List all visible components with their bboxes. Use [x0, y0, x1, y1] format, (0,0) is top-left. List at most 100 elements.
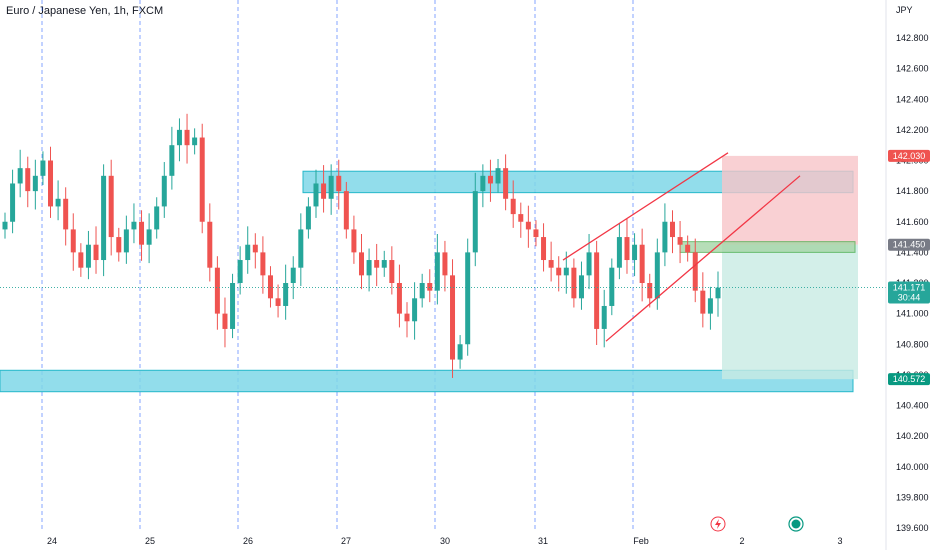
candle-body [503, 168, 509, 199]
candle-body [389, 260, 395, 283]
candle-body [275, 298, 281, 306]
channel-upper-line[interactable] [562, 152, 729, 261]
candle-body [700, 290, 706, 314]
candle-body [230, 283, 236, 329]
candle-body [548, 260, 554, 268]
candle-body [624, 237, 630, 261]
stop-loss-zone[interactable] [722, 155, 858, 245]
candle-body [161, 175, 167, 207]
candle-body [260, 252, 266, 276]
candle-body [192, 137, 198, 146]
y-tick-label: 142.400 [896, 94, 929, 104]
candle-body [328, 175, 334, 199]
candle-body [404, 313, 410, 322]
candle-body [222, 313, 228, 329]
candle-body [245, 244, 251, 261]
y-tick-label: 142.600 [896, 64, 929, 74]
y-tick-label: 139.600 [896, 523, 929, 533]
candle-body [525, 221, 531, 230]
candle-body [472, 191, 478, 253]
target-price-tag: 140.572 [893, 374, 926, 384]
candle-body [480, 175, 486, 192]
candle-body [601, 305, 607, 329]
candle-body [313, 183, 319, 207]
entry-zone[interactable] [679, 241, 856, 253]
take-profit-zone[interactable] [722, 244, 858, 380]
candle-body [457, 344, 463, 360]
entry-price-tag: 141.450 [893, 240, 926, 250]
candle-body [237, 260, 243, 283]
y-tick-label: 140.400 [896, 401, 929, 411]
y-tick-label: 139.800 [896, 492, 929, 502]
current-price-tag: 141.171 [893, 282, 926, 292]
y-tick-label: 141.800 [896, 186, 929, 196]
y-tick-label: 140.800 [896, 339, 929, 349]
candle-body [578, 275, 584, 299]
target-price-tag-bg [888, 373, 930, 386]
candle-body [70, 229, 76, 253]
candle-body [154, 206, 160, 230]
indicator-circle-icon[interactable] [788, 516, 804, 532]
candle-body [207, 221, 213, 268]
current-price-tag-countdown: 30:44 [898, 292, 921, 302]
y-tick-label: 142.200 [896, 125, 929, 135]
x-tick-label: 27 [341, 536, 351, 546]
candle-body [647, 283, 653, 299]
candle-body [93, 244, 99, 261]
candle-body [450, 275, 456, 360]
chart-title: Euro / Japanese Yen, 1h, FXCM [6, 5, 164, 17]
candle-body [427, 283, 433, 291]
candle-body [533, 229, 539, 238]
candle-body [351, 229, 357, 253]
candle-body [321, 183, 327, 199]
candle-body [101, 175, 107, 261]
candle-body [32, 175, 38, 192]
x-tick-label: 31 [538, 536, 548, 546]
candle-body [40, 160, 46, 176]
stop-price-tag: 142.030 [893, 151, 926, 161]
y-tick-label: 141.400 [896, 247, 929, 257]
x-tick-label: 2 [739, 536, 744, 546]
lightning-icon[interactable] [710, 516, 726, 532]
candle-body [434, 252, 440, 291]
candle-body [146, 229, 152, 245]
candle-body [692, 252, 698, 291]
indicator-circle-fill [791, 519, 801, 529]
candle-body [707, 298, 713, 314]
candle-body [465, 252, 471, 345]
candle-body [123, 229, 129, 253]
candle-body [381, 260, 387, 268]
candle-body [396, 283, 402, 314]
candle-body [10, 183, 16, 222]
candle-body [25, 168, 31, 192]
candle-body [131, 221, 137, 230]
candle-body [176, 129, 182, 146]
candle-body [639, 244, 645, 283]
candle-body [662, 221, 668, 253]
x-tick-label: 25 [145, 536, 155, 546]
price-axis-unit: JPY [896, 5, 913, 15]
candle-body [510, 198, 516, 215]
candle-body [419, 283, 425, 299]
candle-body [55, 198, 61, 207]
candle-body [305, 206, 311, 230]
x-tick-label: 30 [440, 536, 450, 546]
channel-lower-line[interactable] [605, 175, 801, 342]
candle-body [336, 175, 342, 192]
candle-body [677, 237, 683, 245]
candle-body [108, 175, 114, 238]
x-tick-label: 26 [243, 536, 253, 546]
candle-body [563, 267, 569, 276]
candle-body [290, 267, 296, 283]
support-zone[interactable] [0, 369, 854, 393]
lightning-icon-glyph [715, 519, 721, 529]
candle-body [669, 221, 675, 238]
candle-body [442, 252, 448, 276]
candle-body [343, 191, 349, 230]
candle-body [2, 221, 8, 230]
candle-body [594, 252, 600, 329]
candle-body [616, 237, 622, 268]
candle-body [283, 283, 289, 306]
candle-body [85, 244, 91, 268]
